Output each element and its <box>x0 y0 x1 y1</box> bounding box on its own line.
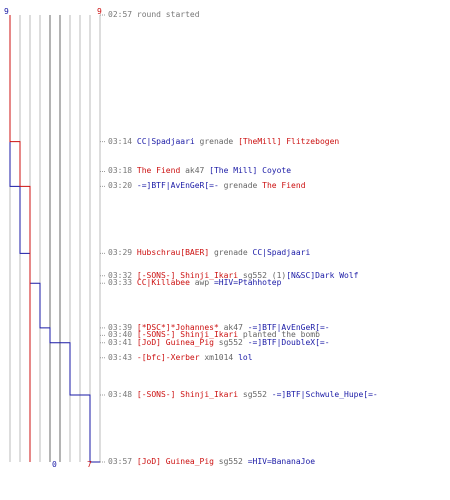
event-action: sg552 <box>213 457 248 466</box>
blue-player-name: =HIV=Ptahhotep <box>213 278 282 288</box>
event-row: 03:48 [-SONS-] Shinji_Ikari sg552 -=]BTF… <box>108 389 378 400</box>
event-row: 03:20 -=]BTF|AvEnGeR[=- grenade The Fien… <box>108 180 306 191</box>
event-action: round started <box>136 10 200 19</box>
event-time: 03:40 <box>108 330 137 340</box>
event-action: grenade <box>218 181 263 191</box>
event-row: 03:29 Hubschrau[BAER] grenade CC|Spadjaa… <box>108 247 310 258</box>
event-time: 03:33 <box>108 278 137 288</box>
red-player-name: [-SONS-] Shinji_Ikari <box>136 330 239 340</box>
blue-player-name: -=]BTF|AvEnGeR[=- <box>136 181 219 191</box>
event-row: 03:39 [*DSC*]*Johannes* ak47 -=]BTF|AvEn… <box>108 322 330 333</box>
red-team-alive-line <box>9 15 31 462</box>
blue-player-name: -=]BTF|DoubleX[=- <box>247 337 330 347</box>
event-action: ak47 <box>180 166 210 176</box>
blue-start-count: 9 <box>4 7 9 16</box>
red-player-name: Hubschrau[BAER] <box>136 248 210 258</box>
event-row: 03:43 -[bfc]-Xerber xm1014 lol <box>108 352 253 363</box>
event-row: 03:14 CC|Spadjaari grenade [TheMill] Fli… <box>108 136 339 147</box>
event-row: 03:41 [JoD] Guinea_Pig sg552 -=]BTF|Doub… <box>108 337 330 348</box>
event-action: awp <box>189 278 214 288</box>
red-player-name: CC|Killabee <box>136 278 190 288</box>
blue-player-name: lol <box>238 352 253 362</box>
red-player-name: [JoD] Guinea_Pig <box>136 337 214 347</box>
blue-player-name: [The Mill] Coyote <box>209 166 292 176</box>
event-time: 03:41 <box>108 337 137 347</box>
event-row: 02:57 round started <box>108 9 200 20</box>
event-time: 03:32 <box>108 270 137 280</box>
blue-player-name: -=]BTF|AvEnGeR[=- <box>247 322 330 332</box>
red-player-name: The Fiend <box>136 166 181 176</box>
event-time: 03:57 <box>108 457 137 466</box>
event-action: sg552 (1) <box>238 270 287 280</box>
event-action: planted the bomb <box>238 330 320 340</box>
event-time: 03:20 <box>108 181 137 191</box>
blue-player-name: [N&SC]Dark Wolf <box>286 270 359 280</box>
red-player-name: -[bfc]-Xerber <box>136 352 200 362</box>
red-end-count: 7 <box>87 460 92 469</box>
event-action: sg552 <box>213 337 248 347</box>
event-time: 03:29 <box>108 248 137 258</box>
blue-player-name: -=]BTF|Schwule_Hupe[=- <box>271 389 378 399</box>
red-player-name: The Fiend <box>262 181 306 191</box>
red-player-name: [TheMill] Flitzebogen <box>238 136 340 146</box>
blue-player-name: CC|Spadjaari <box>136 136 195 146</box>
blue-team-alive-line <box>9 15 100 463</box>
red-start-count: 9 <box>97 7 102 16</box>
event-time: 02:57 <box>108 10 137 19</box>
event-row: 03:57 [JoD] Guinea_Pig sg552 =HIV=Banana… <box>108 456 315 467</box>
event-row: 03:18 The Fiend ak47 [The Mill] Coyote <box>108 165 291 176</box>
red-player-name: [-SONS-] Shinji_Ikari <box>136 270 239 280</box>
event-action: sg552 <box>238 389 272 399</box>
blue-player-name: =HIV=BananaJoe <box>247 457 316 466</box>
blue-end-count: 0 <box>52 460 57 469</box>
event-action: ak47 <box>218 322 248 332</box>
red-player-name: [JoD] Guinea_Pig <box>136 457 214 466</box>
event-time: 03:14 <box>108 136 137 146</box>
event-action: grenade <box>209 248 253 258</box>
event-time: 03:48 <box>108 389 137 399</box>
event-action: xm1014 <box>199 352 239 362</box>
red-player-name: [*DSC*]*Johannes* <box>136 322 219 332</box>
event-row: 03:33 CC|Killabee awp =HIV=Ptahhotep <box>108 277 281 288</box>
event-time: 03:43 <box>108 352 137 362</box>
event-row: 03:32 [-SONS-] Shinji_Ikari sg552 (1)[N&… <box>108 270 358 281</box>
event-time: 03:39 <box>108 322 137 332</box>
red-player-name: [-SONS-] Shinji_Ikari <box>136 389 239 399</box>
event-action: grenade <box>194 136 239 146</box>
blue-player-name: CC|Spadjaari <box>252 248 311 258</box>
event-row: 03:40 [-SONS-] Shinji_Ikari planted the … <box>108 329 320 340</box>
event-time: 03:18 <box>108 166 137 176</box>
